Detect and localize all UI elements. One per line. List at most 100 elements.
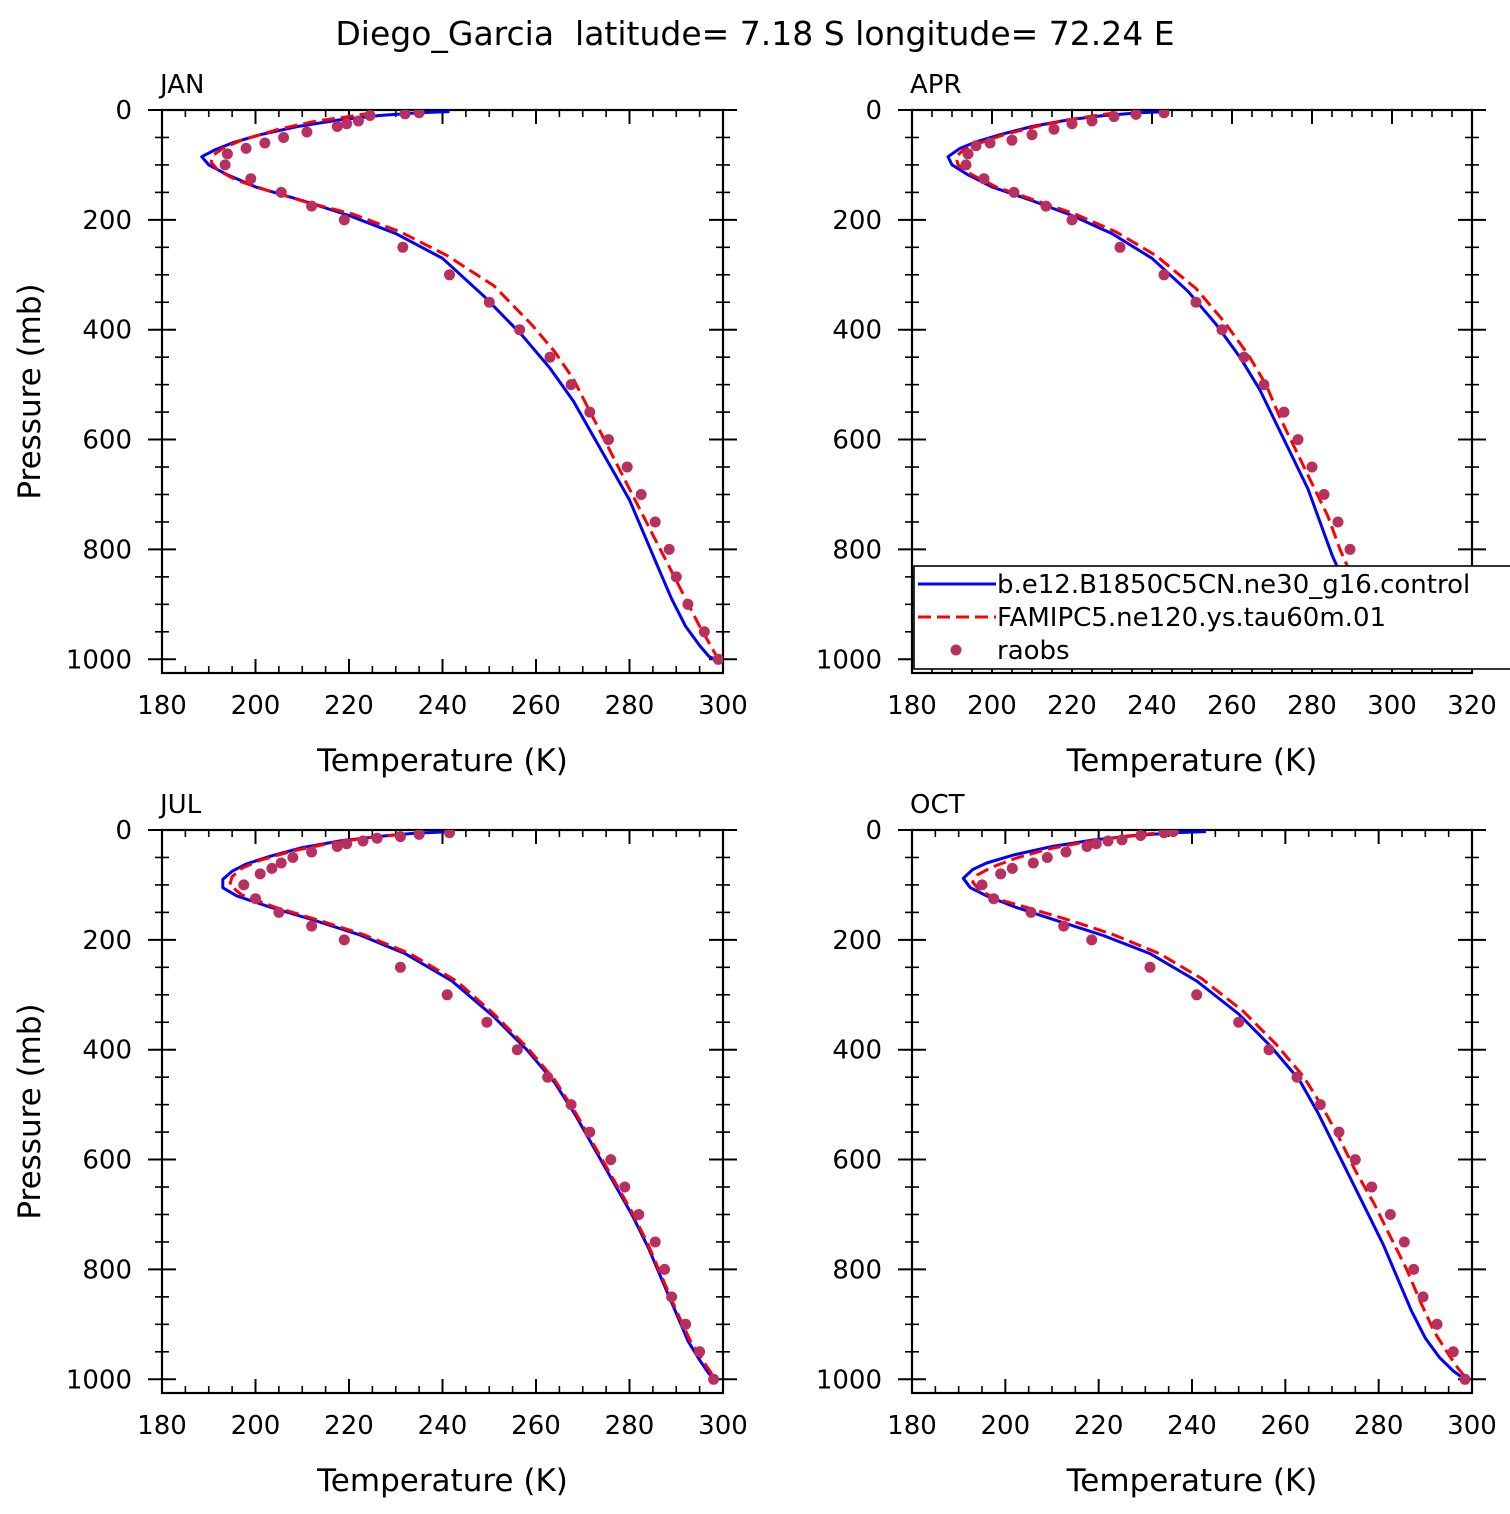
raobs-point xyxy=(603,434,614,446)
raobs-point xyxy=(976,879,988,891)
raobs-point xyxy=(287,852,299,863)
legend: b.e12.B1850C5CN.ne30_g16.controlFAMIPC5.… xyxy=(913,565,1510,670)
raobs-point xyxy=(306,200,318,212)
raobs-point xyxy=(698,626,710,638)
raobs-point xyxy=(254,868,266,880)
raobs-point xyxy=(565,379,577,391)
legend-box xyxy=(913,565,1510,670)
y-tick-label: 200 xyxy=(82,206,132,236)
page-title: Diego_Garcia latitude= 7.18 S longitude=… xyxy=(335,14,1174,53)
panel-title: OCT xyxy=(910,790,965,820)
x-axis-label: Temperature (K) xyxy=(316,1463,568,1499)
raobs-point xyxy=(1006,862,1018,874)
raobs-point xyxy=(1040,200,1052,212)
y-axis-label: Pressure (mb) xyxy=(12,283,48,499)
raobs-point xyxy=(1233,1016,1245,1028)
x-tick-label: 280 xyxy=(1354,1411,1404,1441)
plot-frame xyxy=(160,108,725,675)
x-tick-label: 260 xyxy=(1261,1411,1311,1441)
raobs-point xyxy=(331,121,343,132)
raobs-point xyxy=(962,148,974,160)
y-tick-label: 400 xyxy=(82,316,132,346)
raobs-point xyxy=(1066,214,1078,226)
raobs-point xyxy=(1027,857,1039,869)
panel-apr: 180 200 220 240 260 280 300 320 0 200 400 600 800 100… xyxy=(816,70,1510,779)
x-tick-label: 260 xyxy=(1207,691,1257,721)
panel-jan: 180 200 220 240 260 280 300 0 200 400 600 800 1000 JA… xyxy=(12,70,748,779)
raobs-point xyxy=(1086,934,1098,946)
x-tick-label: 240 xyxy=(1127,691,1177,721)
raobs-point xyxy=(1258,379,1270,391)
raobs-point xyxy=(238,879,250,891)
y-tick-label: 0 xyxy=(115,816,132,846)
raobs-point xyxy=(1447,1346,1459,1358)
legend-dot-marker xyxy=(950,644,962,656)
raobs-point xyxy=(275,186,287,198)
y-axis-label: Pressure (mb) xyxy=(12,1003,48,1219)
y-tick-label: 800 xyxy=(82,1255,132,1285)
y-tick-label: 800 xyxy=(832,1255,882,1285)
raobs-point xyxy=(1190,296,1202,308)
raobs-point xyxy=(1102,835,1114,847)
series-line-famipc5 xyxy=(971,831,1469,1381)
x-tick-label: 220 xyxy=(324,1411,374,1441)
raobs-point xyxy=(1332,516,1344,528)
x-tick-label: 200 xyxy=(967,691,1017,721)
y-tick-label: 600 xyxy=(832,426,882,456)
raobs-point xyxy=(1006,134,1018,146)
raobs-point xyxy=(514,324,526,336)
x-tick-label: 240 xyxy=(1167,1411,1217,1441)
raobs-point xyxy=(1167,830,1179,838)
x-tick-label: 180 xyxy=(137,1411,187,1441)
raobs-point xyxy=(1116,834,1128,846)
raobs-point xyxy=(694,1346,706,1358)
y-tick-label: 400 xyxy=(82,1036,132,1066)
raobs-point xyxy=(338,934,350,946)
y-tick-label: 200 xyxy=(832,206,882,236)
raobs-point xyxy=(1081,841,1093,852)
raobs-point xyxy=(352,115,364,127)
raobs-point xyxy=(1158,269,1170,281)
x-tick-label: 200 xyxy=(981,1411,1031,1441)
plot-area xyxy=(961,830,1471,1385)
raobs-point xyxy=(278,132,290,143)
raobs-point xyxy=(275,857,287,869)
y-tick-label: 0 xyxy=(865,96,882,126)
raobs-point xyxy=(357,835,369,847)
raobs-point xyxy=(712,653,723,665)
x-tick-label: 300 xyxy=(698,1411,748,1441)
y-tick-label: 200 xyxy=(82,926,132,956)
raobs-point xyxy=(1417,1291,1429,1303)
raobs-point xyxy=(1144,961,1156,973)
raobs-point xyxy=(1130,110,1142,120)
x-tick-label: 280 xyxy=(605,1411,655,1441)
x-tick-label: 260 xyxy=(511,691,561,721)
series-line-famipc5 xyxy=(228,832,715,1378)
raobs-point xyxy=(250,893,261,905)
series-line-famipc5 xyxy=(209,111,720,661)
x-tick-label: 180 xyxy=(137,691,187,721)
raobs-point xyxy=(1263,1044,1275,1056)
x-axis-label: Temperature (K) xyxy=(1066,743,1318,779)
raobs-point xyxy=(663,543,675,555)
raobs-point xyxy=(1408,1263,1420,1275)
y-tick-label: 400 xyxy=(832,316,882,346)
raobs-point xyxy=(1278,406,1290,418)
y-tick-label: 400 xyxy=(832,1036,882,1066)
raobs-point xyxy=(394,961,406,973)
raobs-point xyxy=(306,920,318,932)
raobs-point xyxy=(245,173,257,185)
raobs-point xyxy=(584,406,596,418)
series-line-control xyxy=(961,830,1466,1381)
x-axis-label: Temperature (K) xyxy=(316,743,568,779)
panel-title: JAN xyxy=(158,70,204,100)
raobs-point xyxy=(544,351,556,363)
y-tick-label: 1000 xyxy=(66,645,132,675)
x-tick-label: 280 xyxy=(605,691,655,721)
legend-label: FAMIPC5.ne120.ys.tau60m.01 xyxy=(997,603,1386,633)
legend-label: raobs xyxy=(997,636,1070,666)
x-axis-label: Temperature (K) xyxy=(1066,1463,1318,1499)
raobs-point xyxy=(1291,1071,1303,1083)
raobs-point xyxy=(413,830,425,840)
panel-title: JUL xyxy=(158,790,202,820)
